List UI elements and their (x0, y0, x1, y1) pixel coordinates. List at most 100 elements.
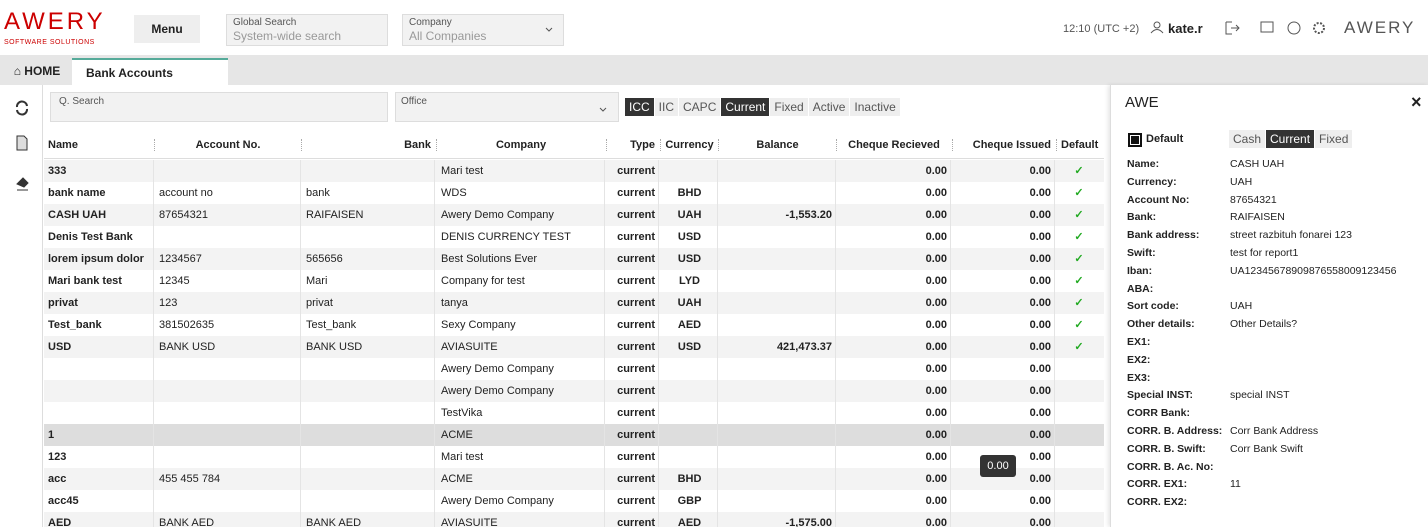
logo[interactable]: AWERY (4, 8, 106, 35)
column-header[interactable]: Name (48, 139, 78, 151)
cell-text: BANK AED (159, 517, 215, 527)
default-check: ✓ (1074, 297, 1084, 309)
table-cell (719, 160, 836, 182)
table-cell (953, 204, 1055, 226)
refresh-icon[interactable] (16, 100, 28, 116)
table-cell (607, 358, 659, 380)
field-label: Other details: (1127, 318, 1195, 331)
cell-text: 565656 (306, 253, 343, 265)
table-cell (302, 160, 435, 182)
table-cell (719, 336, 836, 358)
cell-text: 0.00 (1029, 275, 1051, 287)
cell-text: current (617, 451, 655, 463)
column-header[interactable]: Bank (404, 139, 431, 151)
document-icon[interactable] (16, 135, 28, 151)
table-row[interactable]: 333 Mari test current 0.00 0.00 ✓ (44, 160, 1104, 182)
table-row[interactable]: Denis Test Bank DENIS CURRENCY TEST curren… (44, 226, 1104, 248)
office-label: Office (401, 96, 427, 107)
table-cell (437, 160, 605, 182)
toggle[interactable]: ICC (625, 98, 654, 116)
cell-text: 0.00 (925, 165, 947, 177)
table-cell (953, 314, 1055, 336)
table-row[interactable]: Awery Demo Company current 0.00 0.00 (44, 380, 1104, 402)
toggle[interactable]: CAPC (679, 98, 721, 116)
column-header[interactable]: Default (1061, 139, 1099, 151)
cell-text: 87654321 (159, 209, 208, 221)
table-cell (44, 270, 154, 292)
cell-text: current (617, 517, 655, 527)
search-input[interactable]: Q. Search (50, 92, 388, 122)
eraser-icon[interactable] (16, 177, 29, 191)
table-row[interactable]: 123 Mari test current 0.00 0.00 (44, 446, 1104, 468)
toggle[interactable]: Current (1266, 130, 1315, 148)
info-icon[interactable] (1287, 21, 1301, 35)
table-row[interactable]: bank name account no bank WDS current BHD 0.00… (44, 182, 1104, 204)
close-button[interactable]: × (1411, 92, 1422, 112)
table-cell (437, 270, 605, 292)
toggle[interactable]: Fixed (1315, 130, 1353, 148)
table-row[interactable]: CASH UAH 87654321 RAIFAISEN Awery Demo Comp… (44, 204, 1104, 226)
column-header[interactable]: Currency (665, 139, 714, 151)
bank-accounts-tab[interactable]: Bank Accounts (72, 58, 228, 85)
table-row[interactable]: AED BANK AED BANK AED AVIASUITE current AED -1… (44, 512, 1104, 527)
table-row[interactable]: acc 455 455 784 ACME current BHD 0.00 0.00 (44, 468, 1104, 490)
column-header[interactable]: Type (630, 139, 655, 151)
cell-text: bank (306, 187, 330, 199)
table-cell (155, 424, 301, 446)
table-cell (437, 512, 605, 527)
cell-text: Mari test (441, 165, 484, 177)
chat-icon[interactable] (1260, 21, 1274, 33)
company-select[interactable]: Company All Companies (402, 14, 564, 46)
username[interactable]: kate.r (1168, 21, 1203, 36)
cell-text: current (617, 275, 655, 287)
table-row[interactable]: Mari bank test 12345 Mari Company for test c… (44, 270, 1104, 292)
toggle[interactable]: Current (721, 98, 770, 116)
table-cell (837, 248, 951, 270)
toggle[interactable]: Inactive (850, 98, 900, 116)
table-cell (953, 160, 1055, 182)
table-cell (837, 160, 951, 182)
column-header[interactable]: Cheque Issued (972, 139, 1051, 151)
table-row[interactable]: Awery Demo Company current 0.00 0.00 (44, 358, 1104, 380)
logout-icon[interactable] (1225, 21, 1240, 35)
table-cell (437, 490, 605, 512)
table-row[interactable]: lorem ipsum dolor 1234567 565656 Best Solut… (44, 248, 1104, 270)
toggle[interactable]: Active (808, 98, 850, 116)
table-cell (837, 204, 951, 226)
column-header[interactable]: Cheque Recieved (848, 139, 940, 151)
field-value: UAH (1230, 175, 1253, 188)
toggle[interactable]: IIC (654, 98, 679, 116)
cell-text: Denis Test Bank (48, 231, 133, 243)
menu-button[interactable]: Menu (134, 15, 200, 43)
table-cell (302, 270, 435, 292)
table-cell (837, 226, 951, 248)
table-cell (607, 424, 659, 446)
column-header[interactable]: Balance (756, 139, 799, 151)
table-row[interactable]: 1 ACME current 0.00 0.00 (44, 424, 1104, 446)
global-search[interactable]: Global Search System-wide search (226, 14, 388, 46)
table-row[interactable]: USD BANK USD BANK USD AVIASUITE current USD 42… (44, 336, 1104, 358)
table-row[interactable]: TestVika current 0.00 0.00 (44, 402, 1104, 424)
toggle[interactable]: Fixed (770, 98, 808, 116)
cell-text: privat (48, 297, 78, 309)
table-row[interactable]: privat 123 privat tanya current UAH 0.00 0.00 ✓ (44, 292, 1104, 314)
table-cell (661, 468, 718, 490)
field-value: street razbituh fonarei 123 (1230, 229, 1352, 242)
default-checkbox[interactable] (1128, 133, 1142, 147)
cell-text: current (617, 253, 655, 265)
settings-icon[interactable] (1313, 22, 1325, 34)
cell-text: 0.00 (925, 451, 947, 463)
table-row[interactable]: acc45 Awery Demo Company current GBP 0.00 0.0… (44, 490, 1104, 512)
cell-text: 0.00 (925, 209, 947, 221)
office-select[interactable]: Office (395, 92, 619, 122)
home-tab[interactable]: ⌂ HOME (13, 64, 61, 78)
toggle[interactable]: Cash (1229, 130, 1266, 148)
column-header[interactable]: Account No. (195, 139, 261, 151)
cell-text: 0.00 (925, 495, 947, 507)
table-row[interactable]: Test_bank 381502635 Test_bank Sexy Company c… (44, 314, 1104, 336)
table-cell (661, 380, 718, 402)
column-separator (718, 139, 719, 151)
cell-text: current (617, 187, 655, 199)
column-header[interactable]: Company (495, 139, 547, 151)
table-cell (437, 226, 605, 248)
